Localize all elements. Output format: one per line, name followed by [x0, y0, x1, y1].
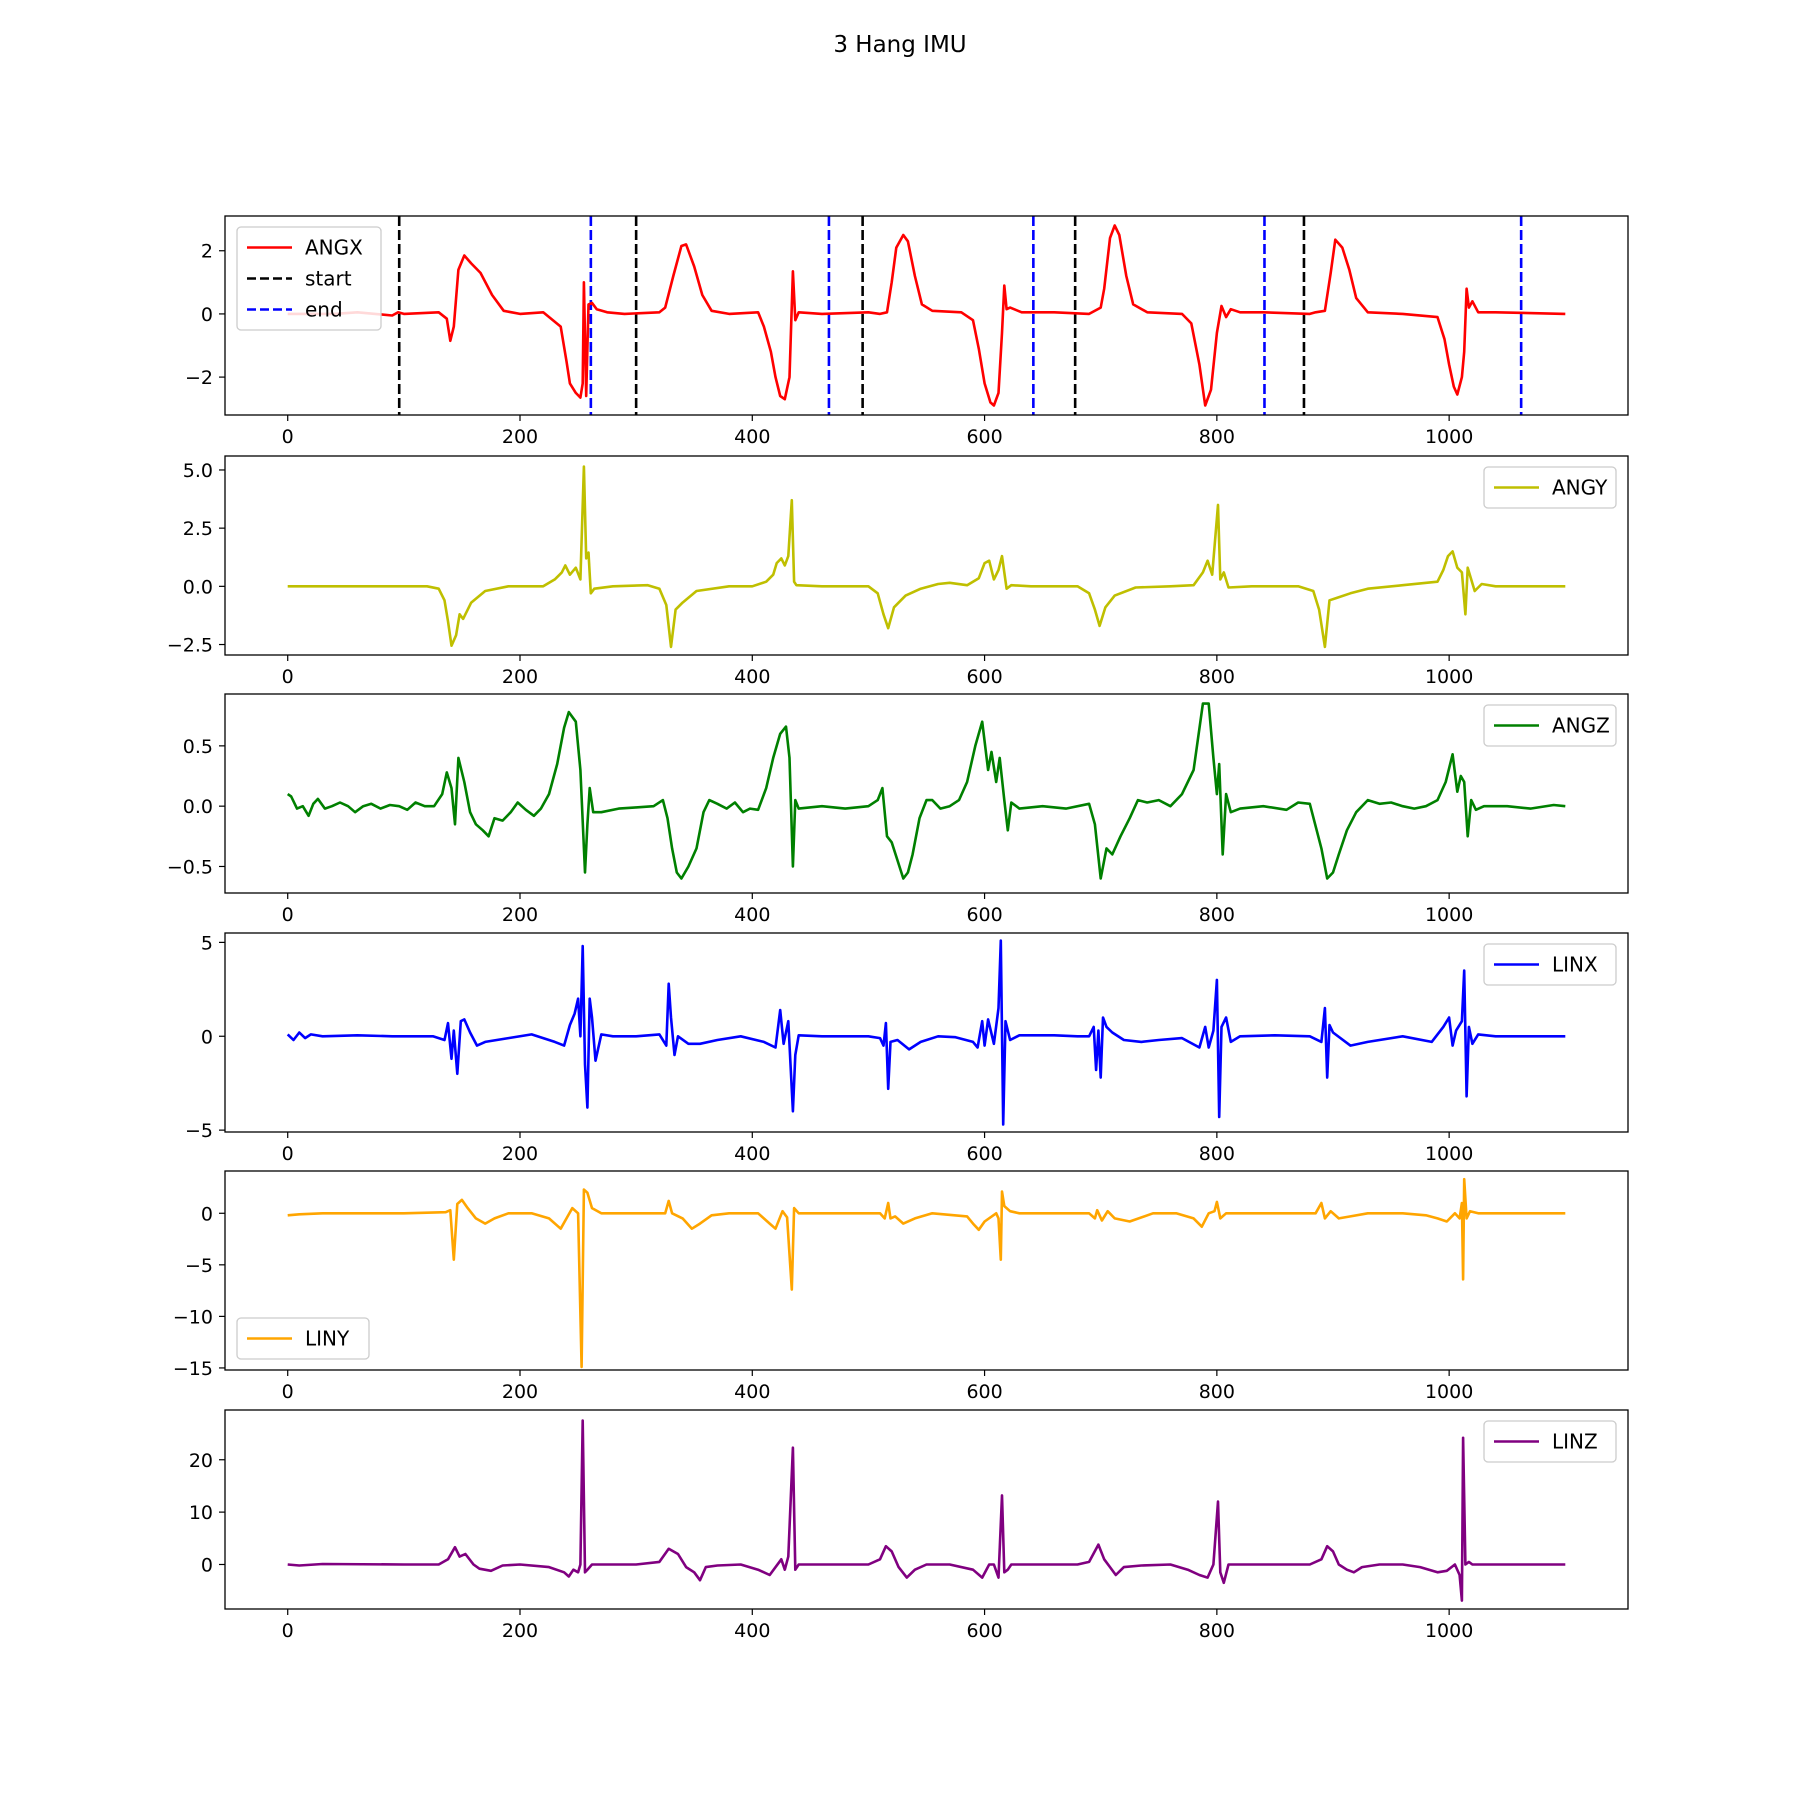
x-tick-label: 1000 [1425, 426, 1473, 448]
x-tick-label: 600 [966, 666, 1002, 688]
y-tick-label: 20 [189, 1450, 213, 1472]
x-tick-label: 800 [1199, 904, 1235, 926]
x-tick-label: 600 [966, 1620, 1002, 1642]
subplot-6: 0 200 400 600 800 1000 0 10 20 LINZ [189, 1409, 1629, 1642]
liny-series-line [287, 1177, 1566, 1369]
x-tick-label: 200 [502, 1381, 538, 1403]
axes-frame [224, 693, 1629, 894]
x-tick-label: 0 [282, 1381, 294, 1403]
legend-label: LINY [305, 1327, 350, 1351]
x-tick-label: 800 [1199, 1620, 1235, 1642]
y-tick-label: −5 [185, 1255, 213, 1277]
subplot-4: 0 200 400 600 800 1000 −5 0 5 LINX [185, 932, 1629, 1165]
angx-series-line [287, 224, 1566, 407]
legend: ANGZ [1483, 704, 1617, 747]
x-tick-label: 800 [1199, 666, 1235, 688]
angy-series-line [287, 465, 1566, 649]
x-tick-label: 0 [282, 904, 294, 926]
y-tick-label: 0.5 [183, 736, 213, 758]
axes-frame [224, 1170, 1629, 1371]
legend-box [1483, 466, 1617, 509]
y-tick-label: 5.0 [183, 460, 213, 482]
x-tick-label: 1000 [1425, 666, 1473, 688]
y-tick-label: 0 [201, 304, 213, 326]
legend-label: LINX [1552, 953, 1598, 977]
x-tick-label: 1000 [1425, 904, 1473, 926]
x-tick-label: 400 [734, 666, 770, 688]
y-tick-label: −5 [185, 1120, 213, 1142]
legend-box [236, 1317, 370, 1360]
axes-frame [224, 932, 1629, 1133]
x-tick-label: 0 [282, 1620, 294, 1642]
legend: LINX [1483, 943, 1617, 986]
y-tick-label: 0.0 [183, 576, 213, 598]
legend-box [1483, 704, 1617, 747]
x-tick-label: 600 [966, 904, 1002, 926]
x-tick-label: 0 [282, 426, 294, 448]
x-tick-label: 1000 [1425, 1143, 1473, 1165]
legend: ANGX start end [236, 226, 382, 331]
subplot-5: 0 200 400 600 800 1000 −15 −10 −5 0 LINY [173, 1170, 1629, 1403]
subplot-1: 0 200 400 600 800 1000 −2 0 2 ANGX start end [185, 215, 1629, 448]
angz-series-line [286, 702, 1566, 880]
legend-label: ANGZ [1552, 714, 1610, 738]
y-tick-label: 0 [201, 1554, 213, 1576]
legend-label: ANGX [305, 236, 363, 260]
y-tick-label: −2.5 [167, 635, 213, 657]
subplot-3: 0 200 400 600 800 1000 −0.5 0.0 0.5 ANGZ [167, 693, 1629, 926]
legend-label: start [305, 267, 352, 291]
x-tick-label: 200 [502, 426, 538, 448]
x-tick-label: 600 [966, 1143, 1002, 1165]
y-tick-label: 0 [201, 1026, 213, 1048]
y-tick-label: 10 [189, 1502, 213, 1524]
x-tick-label: 400 [734, 1143, 770, 1165]
x-tick-label: 0 [282, 1143, 294, 1165]
x-tick-label: 400 [734, 1381, 770, 1403]
legend: LINZ [1483, 1420, 1617, 1463]
x-tick-label: 200 [502, 1620, 538, 1642]
x-tick-label: 400 [734, 1620, 770, 1642]
x-tick-label: 400 [734, 904, 770, 926]
y-tick-label: −0.5 [167, 856, 213, 878]
axes-frame [224, 1409, 1629, 1610]
x-tick-label: 800 [1199, 1143, 1235, 1165]
figure-title: 3 Hang IMU [833, 32, 967, 58]
x-tick-label: 200 [502, 1143, 538, 1165]
legend-label: LINZ [1552, 1430, 1598, 1454]
y-tick-label: −10 [173, 1306, 213, 1328]
x-tick-label: 800 [1199, 1381, 1235, 1403]
legend-box [236, 226, 382, 331]
x-tick-label: 200 [502, 666, 538, 688]
legend-label: ANGY [1552, 476, 1608, 500]
y-tick-label: 2.5 [183, 518, 213, 540]
y-tick-label: 0 [201, 1203, 213, 1225]
axes-frame [224, 455, 1629, 656]
legend: ANGY [1483, 466, 1617, 509]
x-tick-label: 600 [966, 426, 1002, 448]
legend-box [1483, 1420, 1617, 1463]
x-tick-label: 0 [282, 666, 294, 688]
subplot-2: 0 200 400 600 800 1000 −2.5 0.0 2.5 5.0 ANGY [167, 455, 1629, 688]
y-tick-label: 2 [201, 241, 213, 263]
legend-label: end [305, 298, 343, 322]
y-tick-label: −15 [173, 1358, 213, 1380]
legend-box [1483, 943, 1617, 986]
y-tick-label: 0.0 [183, 796, 213, 818]
linz-series-line [287, 1419, 1566, 1602]
x-tick-label: 200 [502, 904, 538, 926]
x-tick-label: 1000 [1425, 1381, 1473, 1403]
y-tick-label: −2 [185, 367, 213, 389]
x-tick-label: 400 [734, 426, 770, 448]
x-tick-label: 600 [966, 1381, 1002, 1403]
y-tick-label: 5 [201, 932, 213, 954]
x-tick-label: 800 [1199, 426, 1235, 448]
legend: LINY [236, 1317, 370, 1360]
x-tick-label: 1000 [1425, 1620, 1473, 1642]
linx-series-line [286, 939, 1566, 1126]
axes-frame [224, 215, 1629, 416]
